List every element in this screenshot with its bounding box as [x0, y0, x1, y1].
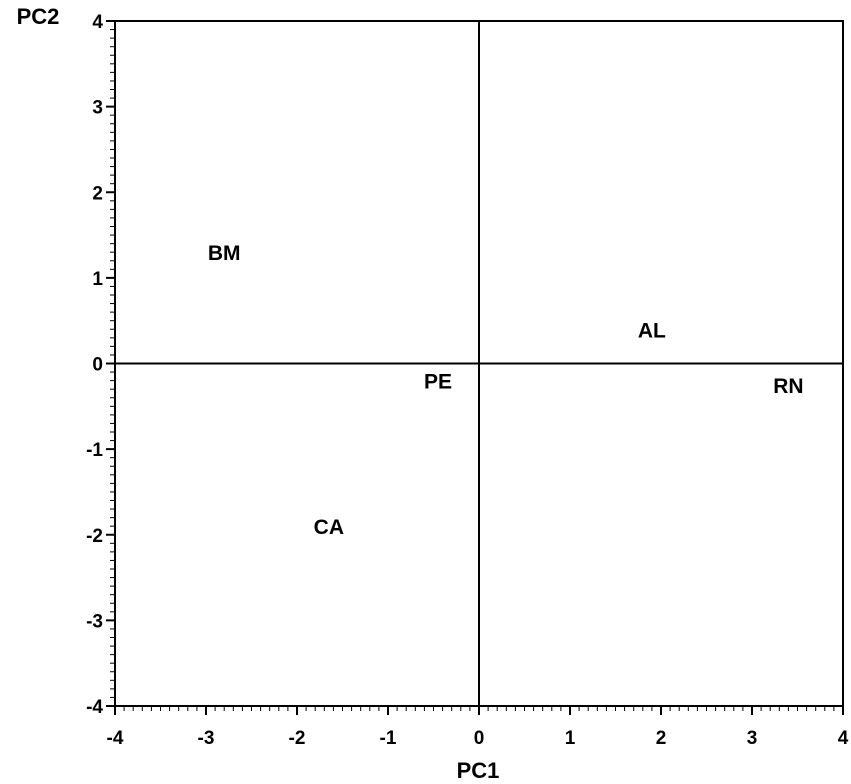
point-label-bm: BM [208, 242, 241, 265]
x-tick-label: 2 [656, 728, 667, 749]
y-tick-label: -2 [86, 526, 103, 547]
x-tick-label: 4 [838, 728, 849, 749]
x-tick-label: 1 [565, 728, 576, 749]
point-label-rn: RN [773, 375, 803, 398]
y-tick-label: -1 [86, 440, 103, 461]
y-tick-label: 3 [92, 98, 103, 119]
axis-ticks [106, 20, 844, 715]
y-tick-label: 2 [92, 183, 103, 204]
point-label-al: AL [638, 319, 666, 342]
x-tick-label: 0 [474, 728, 485, 749]
y-tick-label: -4 [86, 697, 103, 718]
point-label-pe: PE [424, 371, 452, 394]
x-tick-label: -2 [289, 728, 306, 749]
y-tick-label: 0 [92, 355, 103, 376]
x-axis-title: PC1 [457, 758, 500, 783]
tick-labels: -4 -3 -2 -1 0 1 2 3 4 -4 -3 -2 -1 0 1 2 3 4 [86, 12, 849, 749]
x-tick-label: 3 [747, 728, 758, 749]
y-tick-label: -3 [86, 611, 103, 632]
point-labels: BM AL PE RN CA [208, 242, 804, 539]
x-tick-label: -4 [107, 728, 124, 749]
point-label-ca: CA [314, 516, 344, 539]
x-tick-label: -3 [198, 728, 215, 749]
y-tick-label: 4 [92, 12, 103, 33]
x-tick-label: -1 [380, 728, 397, 749]
y-tick-label: 1 [92, 269, 103, 290]
y-axis-title: PC2 [17, 4, 60, 29]
